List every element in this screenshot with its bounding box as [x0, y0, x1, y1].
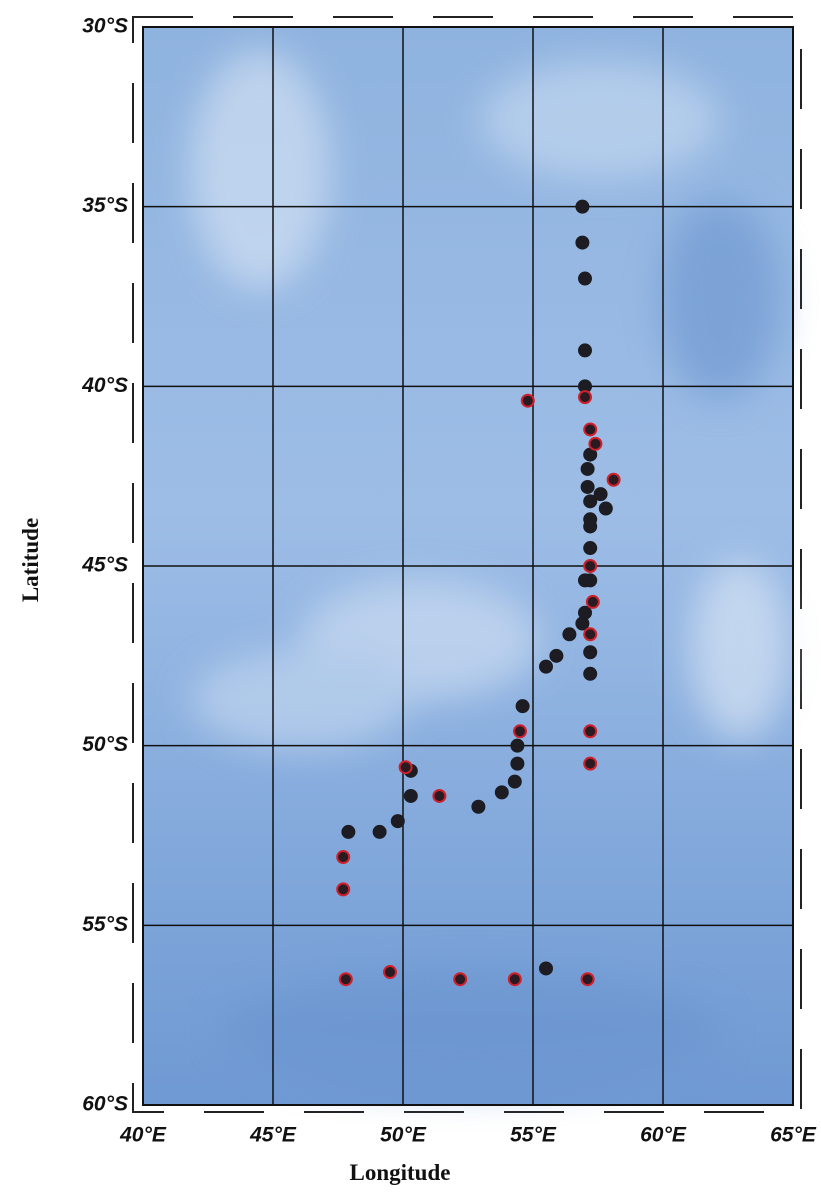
station	[584, 668, 596, 680]
station	[472, 801, 484, 813]
station	[584, 423, 596, 435]
station	[576, 237, 588, 249]
station	[517, 700, 529, 712]
station	[337, 883, 349, 895]
x-tick-label: 50°E	[380, 1124, 427, 1147]
station	[589, 438, 601, 450]
station	[582, 481, 594, 493]
station	[600, 503, 612, 515]
y-tick-label: 60°S	[82, 1093, 128, 1116]
station	[454, 973, 466, 985]
station	[563, 628, 575, 640]
y-tick-label: 35°S	[82, 194, 128, 217]
station	[522, 395, 534, 407]
y-tick-label: 40°S	[81, 374, 128, 397]
station	[550, 650, 562, 662]
map: Longitude Latitude 40°E 45°E 50°E 55°E 60°E 6…	[0, 0, 821, 1197]
station	[511, 740, 523, 752]
page: Longitude Latitude 40°E 45°E 50°E 55°E 60°E 6…	[0, 0, 821, 1197]
station	[340, 973, 352, 985]
station	[582, 463, 594, 475]
y-tick-label: 45°S	[81, 554, 128, 577]
y-tick-label: 30°S	[82, 15, 128, 38]
station	[405, 790, 417, 802]
x-tick-label: 55°E	[510, 1124, 557, 1147]
station	[514, 725, 526, 737]
station	[540, 661, 552, 673]
station	[576, 617, 588, 629]
station	[584, 725, 596, 737]
station	[337, 851, 349, 863]
x-tick-label: 65°E	[770, 1124, 817, 1147]
station	[576, 201, 588, 213]
station	[584, 560, 596, 572]
station	[579, 391, 591, 403]
station	[582, 973, 594, 985]
y-tick-label: 50°S	[82, 733, 128, 756]
station	[392, 815, 404, 827]
x-tick-label: 60°E	[640, 1124, 687, 1147]
x-tick-label: 40°E	[119, 1124, 167, 1147]
station	[584, 520, 596, 532]
y-tick-label: 55°S	[82, 913, 128, 936]
station	[587, 596, 599, 608]
x-axis-label: Longitude	[350, 1160, 451, 1185]
station	[496, 786, 508, 798]
y-axis-label: Latitude	[18, 518, 43, 602]
station	[384, 966, 396, 978]
station	[584, 646, 596, 658]
station	[509, 776, 521, 788]
station	[433, 790, 445, 802]
x-tick-label: 45°E	[249, 1124, 297, 1147]
station	[584, 758, 596, 770]
station	[584, 628, 596, 640]
station	[595, 488, 607, 500]
station	[374, 826, 386, 838]
station	[579, 273, 591, 285]
station	[400, 761, 412, 773]
station	[511, 758, 523, 770]
station	[584, 542, 596, 554]
station	[540, 962, 552, 974]
station	[584, 574, 596, 586]
station	[608, 474, 620, 486]
station	[342, 826, 354, 838]
station	[509, 973, 521, 985]
station	[579, 344, 591, 356]
